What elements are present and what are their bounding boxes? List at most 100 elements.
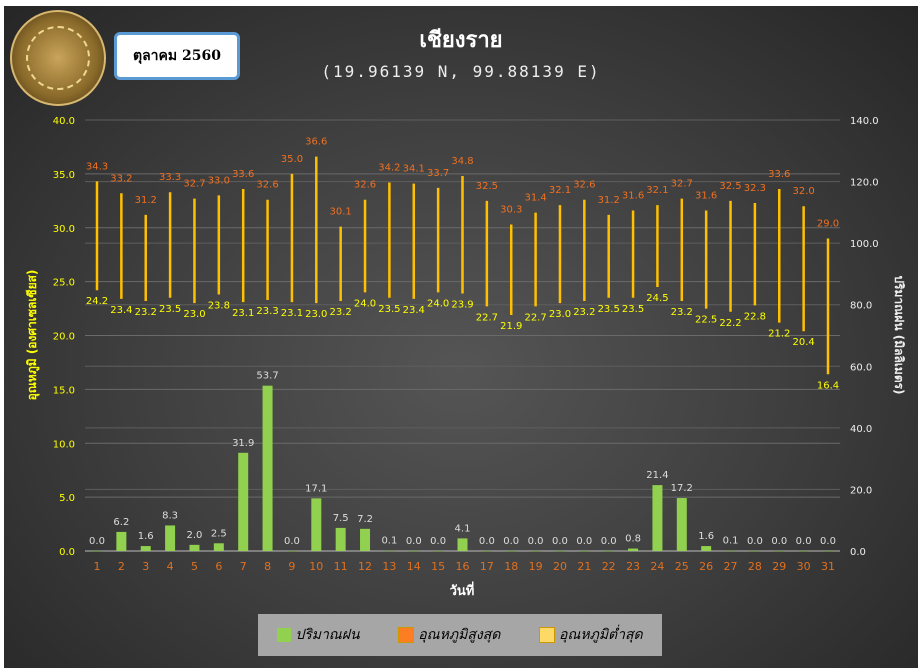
tmax-data-label: 32.6 bbox=[573, 180, 595, 191]
x-tick-label: 26 bbox=[699, 560, 713, 573]
y2-axis-title: ปริมาณฝน (มิลลิเมตร) bbox=[892, 275, 906, 394]
rain-bar bbox=[628, 548, 639, 551]
rain-bar bbox=[238, 452, 249, 551]
y2-tick-label: 80.0 bbox=[850, 301, 872, 312]
tmax-data-label: 33.0 bbox=[208, 175, 230, 186]
rain-data-label: 0.0 bbox=[503, 536, 519, 547]
tmax-data-label: 31.6 bbox=[695, 191, 717, 202]
tmin-data-label: 24.0 bbox=[427, 298, 449, 309]
tmax-data-label: 31.2 bbox=[135, 195, 157, 206]
tmin-data-label: 23.0 bbox=[183, 309, 205, 320]
rain-bar bbox=[262, 385, 273, 551]
rain-bar bbox=[530, 551, 541, 552]
tmax-data-label: 33.6 bbox=[768, 169, 790, 180]
x-tick-label: 2 bbox=[118, 560, 125, 573]
rain-data-label: 0.0 bbox=[552, 536, 568, 547]
rain-bar bbox=[457, 538, 468, 551]
rain-data-label: 53.7 bbox=[256, 371, 278, 382]
tmax-data-label: 34.3 bbox=[86, 161, 108, 172]
y2-tick-label: 40.0 bbox=[850, 424, 872, 435]
tmin-data-label: 23.4 bbox=[403, 305, 425, 316]
rain-data-label: 4.1 bbox=[455, 523, 471, 534]
rain-data-label: 2.5 bbox=[211, 528, 227, 539]
rain-data-label: 0.0 bbox=[89, 536, 105, 547]
rain-data-label: 17.1 bbox=[305, 483, 327, 494]
y-tick-label: 35.0 bbox=[53, 170, 75, 181]
tmin-data-label: 22.2 bbox=[719, 318, 741, 329]
tmax-data-label: 32.6 bbox=[256, 180, 278, 191]
tmax-data-label: 32.5 bbox=[476, 181, 498, 192]
y-tick-label: 20.0 bbox=[53, 332, 75, 343]
tmin-data-label: 21.2 bbox=[768, 329, 790, 340]
tmax-data-label: 31.6 bbox=[622, 191, 644, 202]
tmax-data-label: 32.1 bbox=[646, 185, 668, 196]
tmin-data-label: 23.5 bbox=[598, 304, 620, 315]
rain-data-label: 0.0 bbox=[479, 536, 495, 547]
legend-item-tmin: อุณหภูมิต่ำสุด bbox=[538, 624, 643, 646]
rain-data-label: 0.0 bbox=[576, 536, 592, 547]
tmin-data-label: 23.4 bbox=[110, 305, 132, 316]
y2-tick-label: 0.0 bbox=[850, 547, 866, 558]
tmax-data-label: 33.7 bbox=[427, 168, 449, 179]
rain-data-label: 0.8 bbox=[625, 534, 641, 545]
rain-data-label: 7.5 bbox=[333, 513, 349, 524]
tmin-data-label: 23.2 bbox=[573, 307, 595, 318]
rain-bar bbox=[579, 551, 590, 552]
x-tick-label: 7 bbox=[240, 560, 247, 573]
rain-bar bbox=[408, 551, 419, 552]
tmin-data-label: 23.0 bbox=[549, 309, 571, 320]
tmax-data-label: 32.0 bbox=[793, 186, 815, 197]
rain-bar bbox=[335, 527, 346, 551]
x-axis-title: วันที่ bbox=[450, 581, 475, 599]
tmin-data-label: 20.4 bbox=[793, 337, 815, 348]
rain-bar bbox=[554, 551, 565, 552]
rain-data-label: 0.0 bbox=[284, 536, 300, 547]
y2-tick-label: 100.0 bbox=[850, 239, 879, 250]
x-tick-label: 18 bbox=[504, 560, 518, 573]
legend-swatch-rain bbox=[277, 628, 292, 642]
tmax-data-label: 31.2 bbox=[598, 195, 620, 206]
tmax-data-label: 30.1 bbox=[330, 207, 352, 218]
x-tick-label: 14 bbox=[407, 560, 421, 573]
tmin-data-label: 24.0 bbox=[354, 298, 376, 309]
rain-bar bbox=[360, 528, 371, 551]
x-tick-label: 19 bbox=[529, 560, 543, 573]
tmax-data-label: 34.1 bbox=[403, 164, 425, 175]
month-label: ตุลาคม 2560 bbox=[114, 32, 240, 80]
tmax-data-label: 33.6 bbox=[232, 169, 254, 180]
rain-bar bbox=[676, 498, 687, 551]
rain-data-label: 0.0 bbox=[601, 536, 617, 547]
x-tick-label: 6 bbox=[215, 560, 222, 573]
x-tick-label: 27 bbox=[724, 560, 738, 573]
x-tick-label: 1 bbox=[94, 560, 101, 573]
y2-tick-label: 140.0 bbox=[850, 116, 879, 127]
x-tick-label: 5 bbox=[191, 560, 198, 573]
tmin-data-label: 23.9 bbox=[451, 299, 473, 310]
x-tick-label: 15 bbox=[431, 560, 445, 573]
rain-bar bbox=[213, 543, 224, 551]
rain-bar bbox=[749, 551, 760, 552]
x-tick-label: 24 bbox=[650, 560, 664, 573]
rain-bar bbox=[189, 544, 200, 551]
tmax-data-label: 34.8 bbox=[451, 156, 473, 167]
tmin-data-label: 23.1 bbox=[232, 308, 254, 319]
rain-bar bbox=[311, 498, 322, 551]
rain-bar bbox=[506, 551, 517, 552]
rain-data-label: 6.2 bbox=[113, 517, 129, 528]
tmin-data-label: 22.7 bbox=[524, 312, 546, 323]
chart-frame bbox=[4, 6, 918, 668]
y2-tick-label: 60.0 bbox=[850, 362, 872, 373]
tmax-data-label: 29.0 bbox=[817, 219, 839, 230]
legend-label-tmin: อุณหภูมิต่ำสุด bbox=[558, 627, 643, 643]
legend-swatch-tmin bbox=[538, 627, 555, 643]
y-tick-label: 0.0 bbox=[59, 547, 75, 558]
tmin-data-label: 23.5 bbox=[159, 304, 181, 315]
tmin-data-label: 23.0 bbox=[305, 309, 327, 320]
x-tick-label: 4 bbox=[167, 560, 174, 573]
legend-swatch-tmax bbox=[398, 627, 415, 643]
tmin-data-label: 23.3 bbox=[256, 306, 278, 317]
y2-tick-label: 20.0 bbox=[850, 485, 872, 496]
rain-bar bbox=[140, 546, 151, 551]
x-tick-label: 25 bbox=[675, 560, 689, 573]
